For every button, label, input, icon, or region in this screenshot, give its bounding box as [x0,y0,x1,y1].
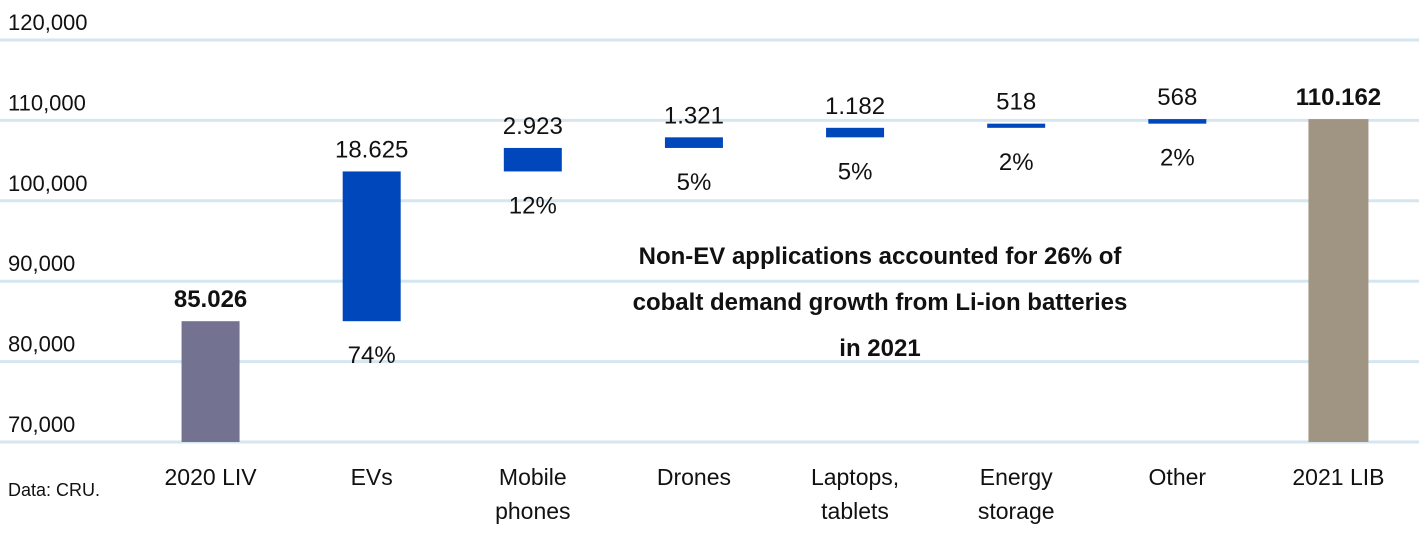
x-tick-label: Drones [656,464,732,490]
y-tick-label: 80,000 [8,332,75,357]
x-tick-label: Mobile phones [495,464,571,524]
x-tick-label: EVs [350,464,393,490]
x-tick-label: 2020 LIV [164,464,257,490]
value-label: 568 [1157,84,1197,111]
value-label: 2.923 [503,113,563,140]
y-tick-label: 100,000 [8,171,88,196]
value-label: 518 [996,89,1036,116]
share-label: 5% [677,169,712,196]
share-label: 74% [348,342,396,369]
share-label: 2% [999,149,1034,176]
y-tick-label: 90,000 [8,251,75,276]
y-tick-label: 120,000 [8,10,88,35]
x-tick-label: Other [1148,464,1207,490]
bar [826,127,885,138]
value-label: 18.625 [335,136,408,163]
bar [181,321,240,442]
share-label: 12% [509,192,557,219]
bar [664,137,723,148]
bar [1308,119,1369,442]
source: Data: CRU. [8,480,101,500]
y-tick-label: 70,000 [8,412,75,437]
value-label: 1.182 [825,93,885,120]
bar [503,147,562,172]
share-label: 2% [1160,145,1195,172]
bar [987,123,1046,128]
annotation: Non-EV applications accounted for 26% of… [632,243,1128,362]
bar [342,171,401,322]
x-tick-label: Laptops, tablets [810,464,900,524]
y-tick-label: 110,000 [8,90,86,115]
x-tick-label: 2021 LIB [1292,464,1385,490]
value-label: 1.321 [664,102,724,129]
value-label: 85.026 [174,286,247,313]
bar [1148,119,1207,124]
value-label: 110.162 [1296,84,1381,111]
x-tick-label: Energy storage [977,464,1055,524]
share-label: 5% [838,158,873,185]
